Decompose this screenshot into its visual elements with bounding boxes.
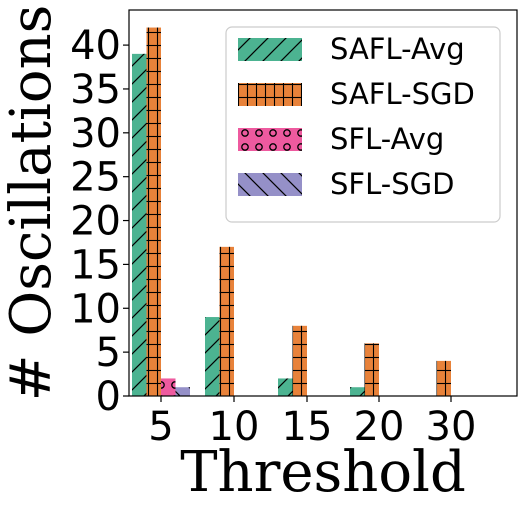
- legend-item-safl-avg-swatch-hatch: [238, 38, 302, 61]
- y-tick-label: 5: [96, 330, 121, 376]
- bar-safl-avg-10: [205, 317, 220, 396]
- legend-item-sfl-sgd-label: SFL-SGD: [330, 167, 454, 201]
- x-tick-label: 5: [148, 404, 173, 450]
- bar-sfl-sgd-5: [175, 387, 190, 396]
- bar-safl-avg-20-hatch: [350, 387, 365, 396]
- legend-item-sfl-avg-label: SFL-Avg: [330, 122, 444, 156]
- bar-safl-sgd-5: [146, 27, 161, 397]
- x-axis-title: Threshold: [180, 440, 466, 505]
- x-tick-label: 10: [209, 404, 260, 450]
- y-axis-title: # Oscillations: [0, 5, 64, 402]
- bar-sfl-sgd-5-hatch: [175, 387, 190, 396]
- bar-safl-sgd-30-hatch: [436, 360, 451, 396]
- plot-frame: [128, 9, 518, 397]
- legend-item-sfl-sgd-swatch-hatch: [238, 173, 302, 196]
- bar-sfl-avg-5-hatch: [161, 378, 176, 396]
- bars-layer: [132, 27, 451, 397]
- bar-safl-avg-15-hatch: [278, 378, 293, 396]
- y-tick-label: 25: [70, 155, 121, 201]
- legend-item-safl-sgd-label: SAFL-SGD: [330, 77, 475, 111]
- legend-item-sfl-avg-swatch-hatch: [238, 128, 302, 151]
- bar-safl-sgd-15-hatch: [292, 325, 307, 396]
- y-tick-label: 30: [70, 111, 121, 157]
- bar-safl-sgd-30: [436, 360, 451, 396]
- bar-safl-sgd-10: [219, 246, 234, 396]
- y-tick-label: 15: [70, 242, 121, 288]
- legend: SAFL-Avg SAFL-SGD SFL-Avg SFL-SGD: [225, 26, 501, 223]
- y-tick-label: 0: [96, 374, 121, 420]
- bar-safl-avg-20: [350, 387, 365, 396]
- legend-item-safl-avg-label: SAFL-Avg: [330, 32, 465, 66]
- bar-safl-sgd-5-hatch: [146, 27, 161, 397]
- x-tick-label: 30: [426, 404, 477, 450]
- y-tick-label: 35: [70, 67, 121, 113]
- legend-item-safl-sgd-swatch-hatch: [238, 83, 302, 106]
- x-axis-ticks: 5 10 15 20 30: [148, 396, 476, 450]
- bar-safl-avg-15: [278, 378, 293, 396]
- bar-safl-sgd-10-hatch: [219, 246, 234, 396]
- y-tick-label: 40: [70, 23, 121, 69]
- y-tick-label: 20: [70, 199, 121, 245]
- bar-safl-avg-10-hatch: [205, 317, 220, 396]
- bar-sfl-avg-5: [161, 378, 176, 396]
- bar-safl-sgd-20-hatch: [364, 343, 379, 396]
- x-tick-label: 15: [282, 404, 333, 450]
- x-tick-label: 20: [354, 404, 405, 450]
- bar-safl-sgd-20: [364, 343, 379, 396]
- bar-safl-avg-5: [132, 53, 147, 396]
- y-tick-label: 10: [70, 286, 121, 332]
- bar-safl-sgd-15: [292, 325, 307, 396]
- bar-safl-avg-5-hatch: [132, 53, 147, 396]
